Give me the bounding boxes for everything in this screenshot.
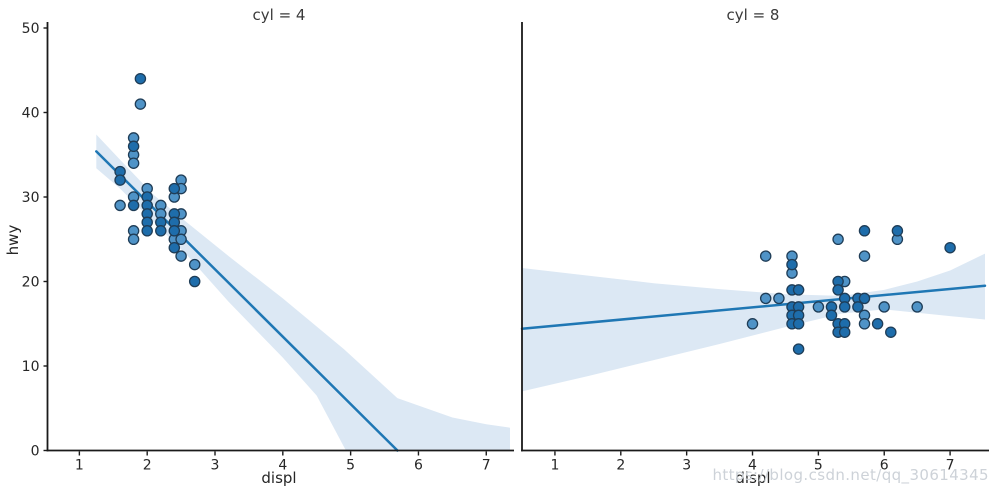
y-tick-label: 40	[22, 106, 40, 122]
x-tick-label: 1	[75, 458, 84, 474]
data-point	[786, 258, 798, 271]
data-point	[127, 199, 140, 212]
x-axis-label-right: displ	[735, 469, 771, 487]
data-point	[188, 258, 201, 271]
regression-line	[520, 284, 987, 331]
data-point	[168, 241, 181, 254]
x-tick-label: 2	[143, 458, 152, 474]
data-point	[127, 157, 140, 169]
data-point	[141, 225, 153, 237]
data-point	[127, 140, 140, 153]
data-point	[792, 318, 805, 330]
x-tick-label: 3	[211, 458, 220, 474]
x-tick-label: 1	[550, 458, 559, 474]
y-tick-label: 50	[22, 21, 40, 37]
data-point	[746, 318, 759, 330]
x-tick-label: 7	[946, 458, 955, 474]
data-point	[168, 182, 181, 195]
x-tick-label: 5	[346, 458, 355, 474]
data-point	[911, 301, 923, 313]
x-tick-label: 4	[748, 458, 757, 474]
data-point	[134, 72, 147, 85]
panel-title-cyl4: cyl = 4	[252, 6, 306, 24]
y-tick-label: 0	[31, 444, 40, 460]
data-point	[168, 225, 181, 237]
data-point	[759, 250, 772, 262]
ci-band	[96, 134, 511, 451]
data-point	[852, 301, 864, 313]
x-tick-label: 5	[814, 458, 823, 474]
x-tick-label: 6	[414, 458, 423, 474]
panel-title-cyl8: cyl = 8	[726, 6, 780, 24]
x-tick-label: 2	[616, 458, 625, 474]
regression-line	[95, 150, 399, 452]
data-point	[773, 292, 785, 305]
data-point	[858, 292, 871, 305]
data-point	[885, 326, 897, 338]
data-point	[175, 233, 187, 246]
data-point	[812, 301, 825, 313]
data-point	[188, 275, 201, 288]
data-point	[878, 301, 890, 313]
y-axis-label: hwy	[4, 224, 22, 256]
data-point	[134, 98, 147, 110]
data-point	[155, 225, 167, 237]
data-point	[838, 326, 851, 338]
x-tick-label: 6	[880, 458, 889, 474]
data-point	[832, 284, 844, 296]
y-tick-label: 20	[22, 275, 40, 291]
data-point	[792, 343, 805, 355]
data-point	[891, 225, 904, 237]
data-point	[858, 225, 871, 237]
data-point	[832, 233, 844, 246]
data-point	[858, 318, 871, 330]
data-point	[175, 250, 187, 262]
data-point	[871, 318, 884, 330]
watermark-text: https://blog.csdn.net/qq_30614345	[712, 466, 989, 484]
data-point	[114, 199, 126, 212]
data-point	[944, 241, 956, 254]
data-point	[838, 301, 851, 313]
y-tick-label: 10	[22, 359, 40, 375]
data-point	[792, 284, 805, 296]
x-tick-label: 7	[482, 458, 491, 474]
data-point	[759, 292, 772, 305]
y-tick-label: 30	[22, 190, 40, 206]
x-tick-label: 4	[278, 458, 287, 474]
x-axis-label-left: displ	[261, 469, 297, 487]
data-point	[114, 174, 126, 186]
data-point	[127, 233, 140, 246]
data-point	[825, 309, 838, 322]
x-tick-label: 3	[682, 458, 691, 474]
data-point	[858, 250, 871, 262]
